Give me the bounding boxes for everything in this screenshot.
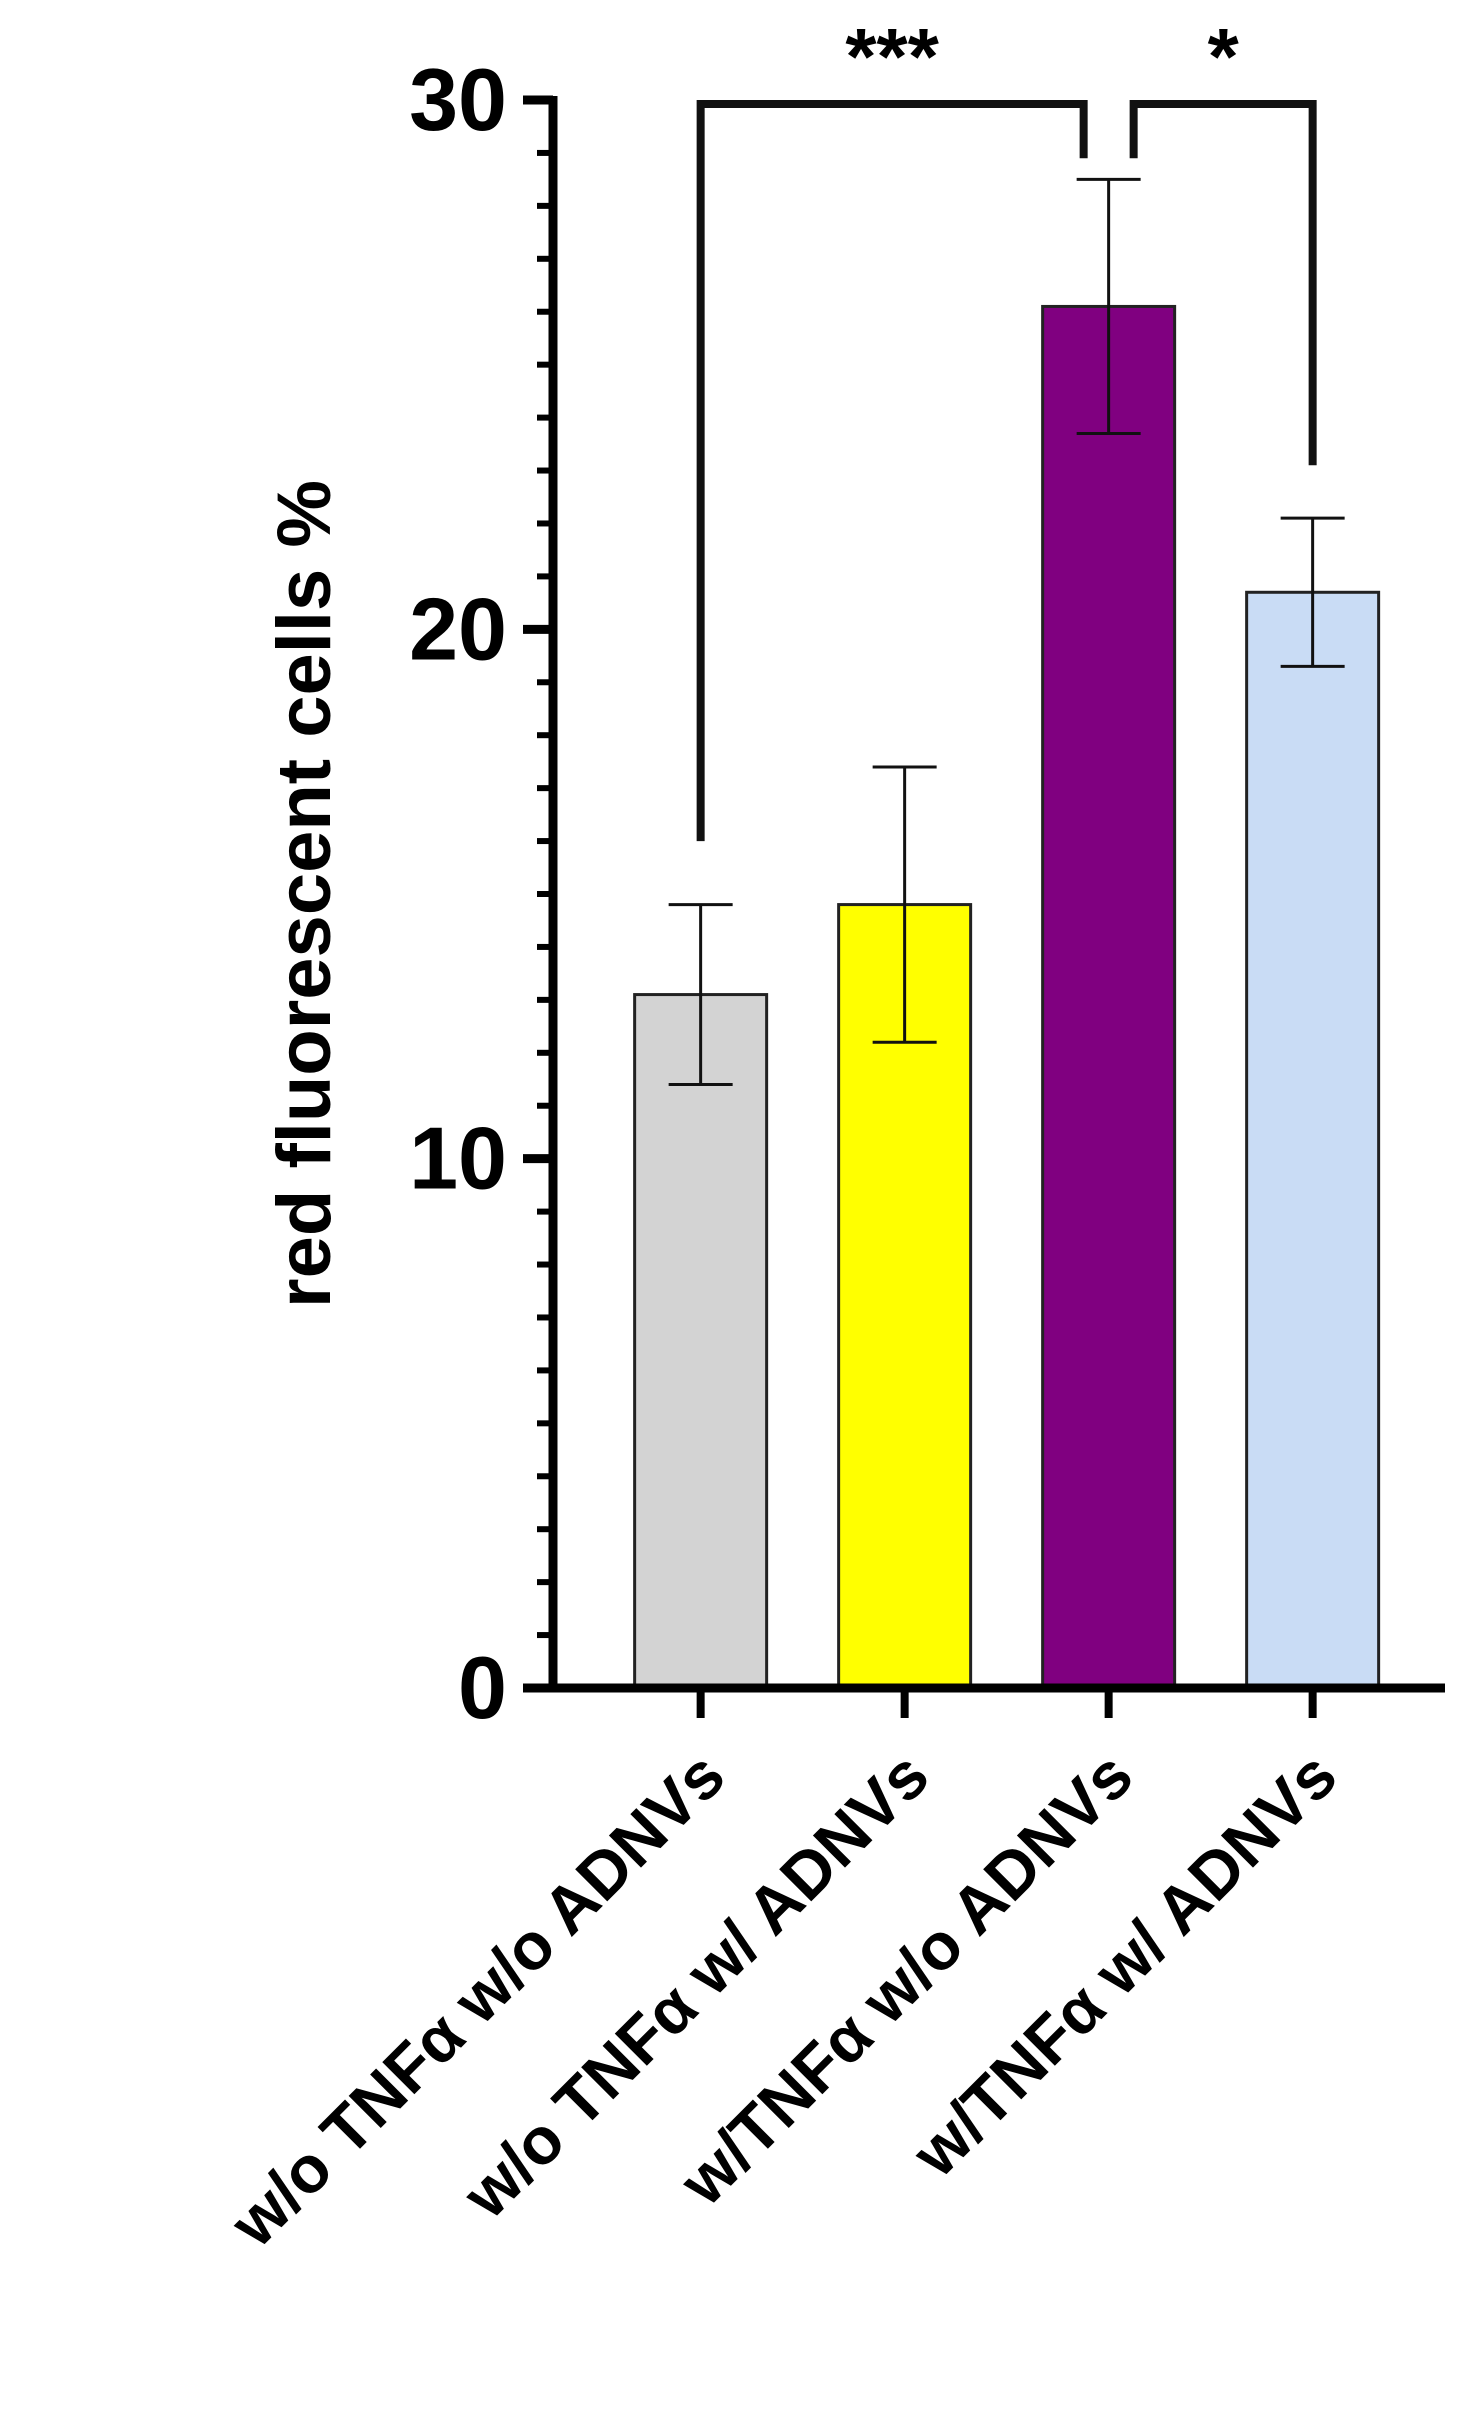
bar xyxy=(1041,304,1177,1690)
significance-group: *** * xyxy=(696,12,1317,842)
y-axis-title: red fluorescent cells % xyxy=(262,480,347,1308)
y-tick-label: 0 xyxy=(458,1638,507,1737)
y-tick-label: 10 xyxy=(409,1109,507,1208)
error-bars-group xyxy=(668,177,1345,1087)
bar xyxy=(1245,590,1381,1690)
y-tick-label: 20 xyxy=(409,579,507,678)
y-ticks-group: 0 10 20 30 xyxy=(409,50,553,1737)
significance-bracket xyxy=(1129,100,1317,466)
bar xyxy=(633,993,769,1690)
bars-group xyxy=(633,304,1381,1690)
significance-bracket xyxy=(696,100,1088,842)
y-tick-label: 30 xyxy=(409,50,507,149)
significance-label: * xyxy=(1208,12,1240,101)
significance-label: *** xyxy=(845,12,939,101)
